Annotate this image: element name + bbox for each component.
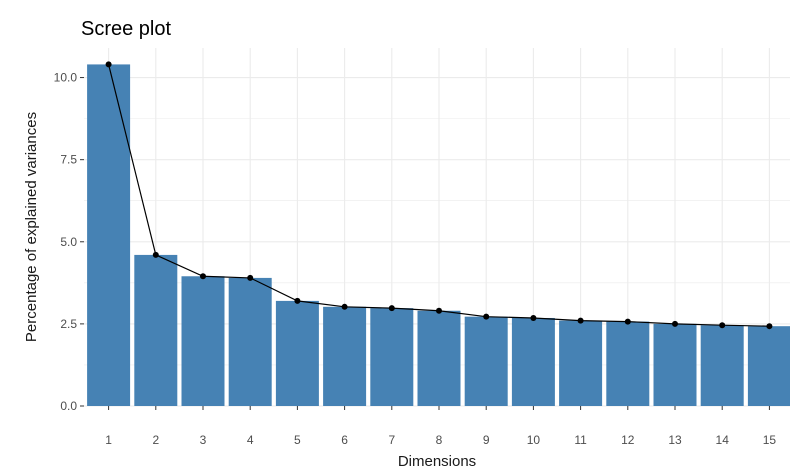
x-tick-label: 15 — [763, 433, 777, 447]
x-tick-label: 7 — [388, 433, 395, 447]
point-dim-11 — [577, 317, 584, 324]
x-tick-label: 10 — [527, 433, 541, 447]
y-tick-label: 0.0 — [60, 399, 77, 413]
bar-dim-8 — [417, 310, 461, 406]
bar-dim-12 — [606, 321, 650, 406]
bar-dim-3 — [181, 276, 225, 406]
bar-dim-14 — [700, 325, 744, 406]
x-tick-label: 2 — [152, 433, 159, 447]
point-dim-6 — [341, 303, 348, 310]
x-tick-label: 5 — [294, 433, 301, 447]
bar-dim-6 — [323, 306, 367, 406]
y-axis-title: Percentage of explained variances — [23, 112, 40, 342]
x-tick-label: 9 — [483, 433, 490, 447]
x-tick-label: 11 — [574, 433, 587, 447]
point-dim-15 — [766, 323, 773, 330]
point-dim-2 — [152, 251, 159, 258]
y-tick-label: 2.5 — [60, 317, 77, 331]
y-tick-label: 7.5 — [60, 153, 77, 167]
bar-dim-15 — [747, 326, 790, 406]
x-tick-label: 3 — [200, 433, 207, 447]
points-layer — [105, 61, 773, 330]
bar-dim-4 — [228, 277, 272, 406]
x-tick-label: 13 — [668, 433, 682, 447]
bar-dim-7 — [370, 308, 414, 406]
bar-dim-2 — [134, 254, 178, 406]
point-dim-4 — [247, 274, 254, 281]
point-dim-10 — [530, 314, 537, 321]
x-tick-label: 4 — [247, 433, 254, 447]
x-tick-label: 14 — [716, 433, 730, 447]
y-tick-label: 5.0 — [60, 235, 77, 249]
point-dim-14 — [719, 322, 726, 329]
bar-dim-13 — [653, 323, 697, 406]
point-dim-9 — [483, 313, 490, 320]
bar-dim-5 — [275, 300, 319, 406]
point-dim-1 — [105, 61, 112, 68]
x-tick-label: 6 — [341, 433, 348, 447]
x-axis: 1 2 3 4 5 6 7 8 9 10 11 12 13 14 15 — [105, 406, 776, 447]
bars-layer — [87, 64, 790, 406]
point-dim-5 — [294, 297, 301, 304]
point-dim-13 — [672, 320, 678, 327]
point-dim-8 — [436, 307, 442, 314]
x-tick-label: 12 — [621, 433, 635, 447]
x-tick-label: 8 — [436, 433, 443, 447]
y-tick-label: 10.0 — [54, 71, 78, 85]
x-axis-title: Dimensions — [398, 453, 476, 470]
y-axis: 0.0 2.5 5.0 7.5 10.0 — [54, 71, 84, 413]
point-dim-12 — [624, 318, 631, 325]
point-dim-7 — [388, 305, 395, 312]
x-tick-label: 1 — [105, 433, 112, 447]
bar-dim-1 — [87, 64, 131, 406]
bar-dim-9 — [464, 316, 508, 406]
chart-title: Scree plot — [81, 18, 171, 40]
point-dim-3 — [200, 273, 206, 280]
bar-dim-11 — [559, 320, 603, 406]
bar-dim-10 — [511, 317, 555, 406]
